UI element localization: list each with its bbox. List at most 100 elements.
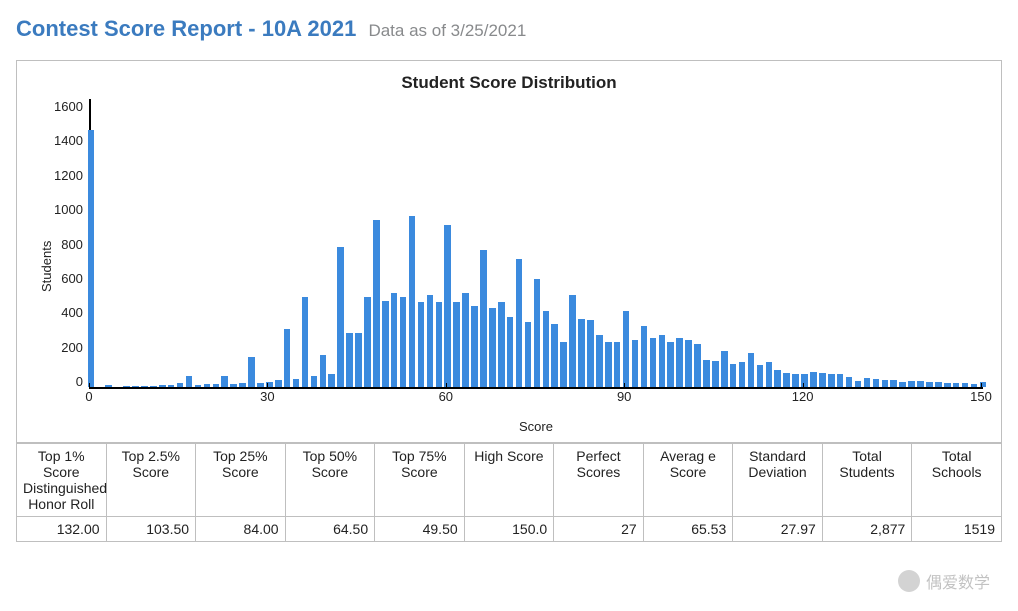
stats-cell: 27 [554, 517, 644, 542]
plot-area [89, 99, 983, 389]
bar [444, 225, 451, 387]
bar [409, 216, 416, 387]
bar [551, 324, 558, 387]
data-as-of: Data as of 3/25/2021 [368, 21, 526, 40]
bar [810, 372, 817, 387]
x-tick: 120 [792, 389, 814, 404]
bar [221, 376, 228, 387]
bar [578, 319, 585, 387]
bar [846, 377, 853, 387]
bar [757, 365, 764, 387]
y-tick: 1000 [54, 202, 83, 217]
stats-col-header: Top 25% Score [196, 444, 286, 517]
bar [302, 297, 309, 387]
y-axis-ticks: 16001400120010008006004002000 [54, 99, 89, 389]
bar [418, 302, 425, 387]
bar [926, 382, 933, 387]
bar [204, 384, 211, 387]
bar [935, 382, 942, 387]
bar [516, 259, 523, 387]
watermark: 偶爱数学 [898, 569, 990, 593]
bar [337, 247, 344, 387]
bar [489, 308, 496, 387]
bar [257, 383, 264, 387]
stats-cell: 49.50 [375, 517, 465, 542]
bar [293, 379, 300, 387]
bar [944, 383, 951, 388]
chart-title: Student Score Distribution [35, 73, 983, 93]
page-header: Contest Score Report - 10A 2021 Data as … [16, 16, 1002, 42]
bar [248, 357, 255, 387]
bar [346, 333, 353, 387]
stats-col-header: Total Schools [912, 444, 1002, 517]
x-tick: 30 [260, 389, 274, 404]
bar [498, 302, 505, 387]
bar [971, 384, 978, 387]
stats-cell: 132.00 [17, 517, 107, 542]
stats-value-row: 132.00103.5084.0064.5049.50150.02765.532… [17, 517, 1002, 542]
bar [471, 306, 478, 387]
bar [953, 383, 960, 387]
bar [239, 383, 246, 387]
bar [659, 335, 666, 387]
bar [328, 374, 335, 387]
x-tick: 0 [85, 389, 92, 404]
y-tick: 1400 [54, 133, 83, 148]
bar [596, 335, 603, 387]
bar [177, 383, 184, 387]
stats-table: Top 1% Score Distinguished Honor RollTop… [16, 443, 1002, 542]
bar [391, 293, 398, 387]
stats-col-header: Averag e Score [643, 444, 733, 517]
bar [150, 386, 157, 387]
stats-cell: 84.00 [196, 517, 286, 542]
bar [766, 362, 773, 387]
bar [507, 317, 514, 387]
x-tick: 90 [617, 389, 631, 404]
bar [213, 384, 220, 387]
bar [864, 378, 871, 387]
bar [364, 297, 371, 387]
bar [230, 384, 237, 387]
bar [605, 342, 612, 387]
stats-cell: 27.97 [733, 517, 823, 542]
bar [712, 361, 719, 387]
bar [355, 333, 362, 387]
stats-cell: 150.0 [464, 517, 554, 542]
y-tick: 600 [61, 271, 83, 286]
bar [284, 329, 291, 387]
stats-col-header: Top 2.5% Score [106, 444, 196, 517]
bar [168, 385, 175, 387]
bar [855, 381, 862, 387]
stats-cell: 103.50 [106, 517, 196, 542]
bar [186, 376, 193, 387]
title-main: Contest Score Report - [16, 16, 262, 41]
bar [427, 295, 434, 387]
stats-col-header: Top 1% Score Distinguished Honor Roll [17, 444, 107, 517]
x-axis-label: Score [89, 419, 983, 434]
bar [132, 386, 139, 387]
bar [917, 381, 924, 387]
plot-wrap: Students 16001400120010008006004002000 0… [35, 99, 983, 434]
bar [320, 355, 327, 387]
stats-cell: 1519 [912, 517, 1002, 542]
bar [141, 386, 148, 387]
y-tick: 800 [61, 237, 83, 252]
bar [694, 344, 701, 387]
bar [899, 382, 906, 387]
bar [105, 385, 112, 387]
bar [632, 340, 639, 387]
bar [962, 383, 969, 388]
stats-cell: 2,877 [822, 517, 912, 542]
watermark-text: 偶爱数学 [926, 569, 990, 593]
bar [882, 380, 889, 387]
bar [819, 373, 826, 387]
bar [543, 311, 550, 387]
bar [641, 326, 648, 387]
y-tick: 1600 [54, 99, 83, 114]
chart-frame: Student Score Distribution Students 1600… [16, 60, 1002, 443]
bar [623, 311, 630, 387]
bar [828, 374, 835, 388]
bar [703, 360, 710, 387]
bar [908, 381, 915, 387]
bar [650, 338, 657, 387]
